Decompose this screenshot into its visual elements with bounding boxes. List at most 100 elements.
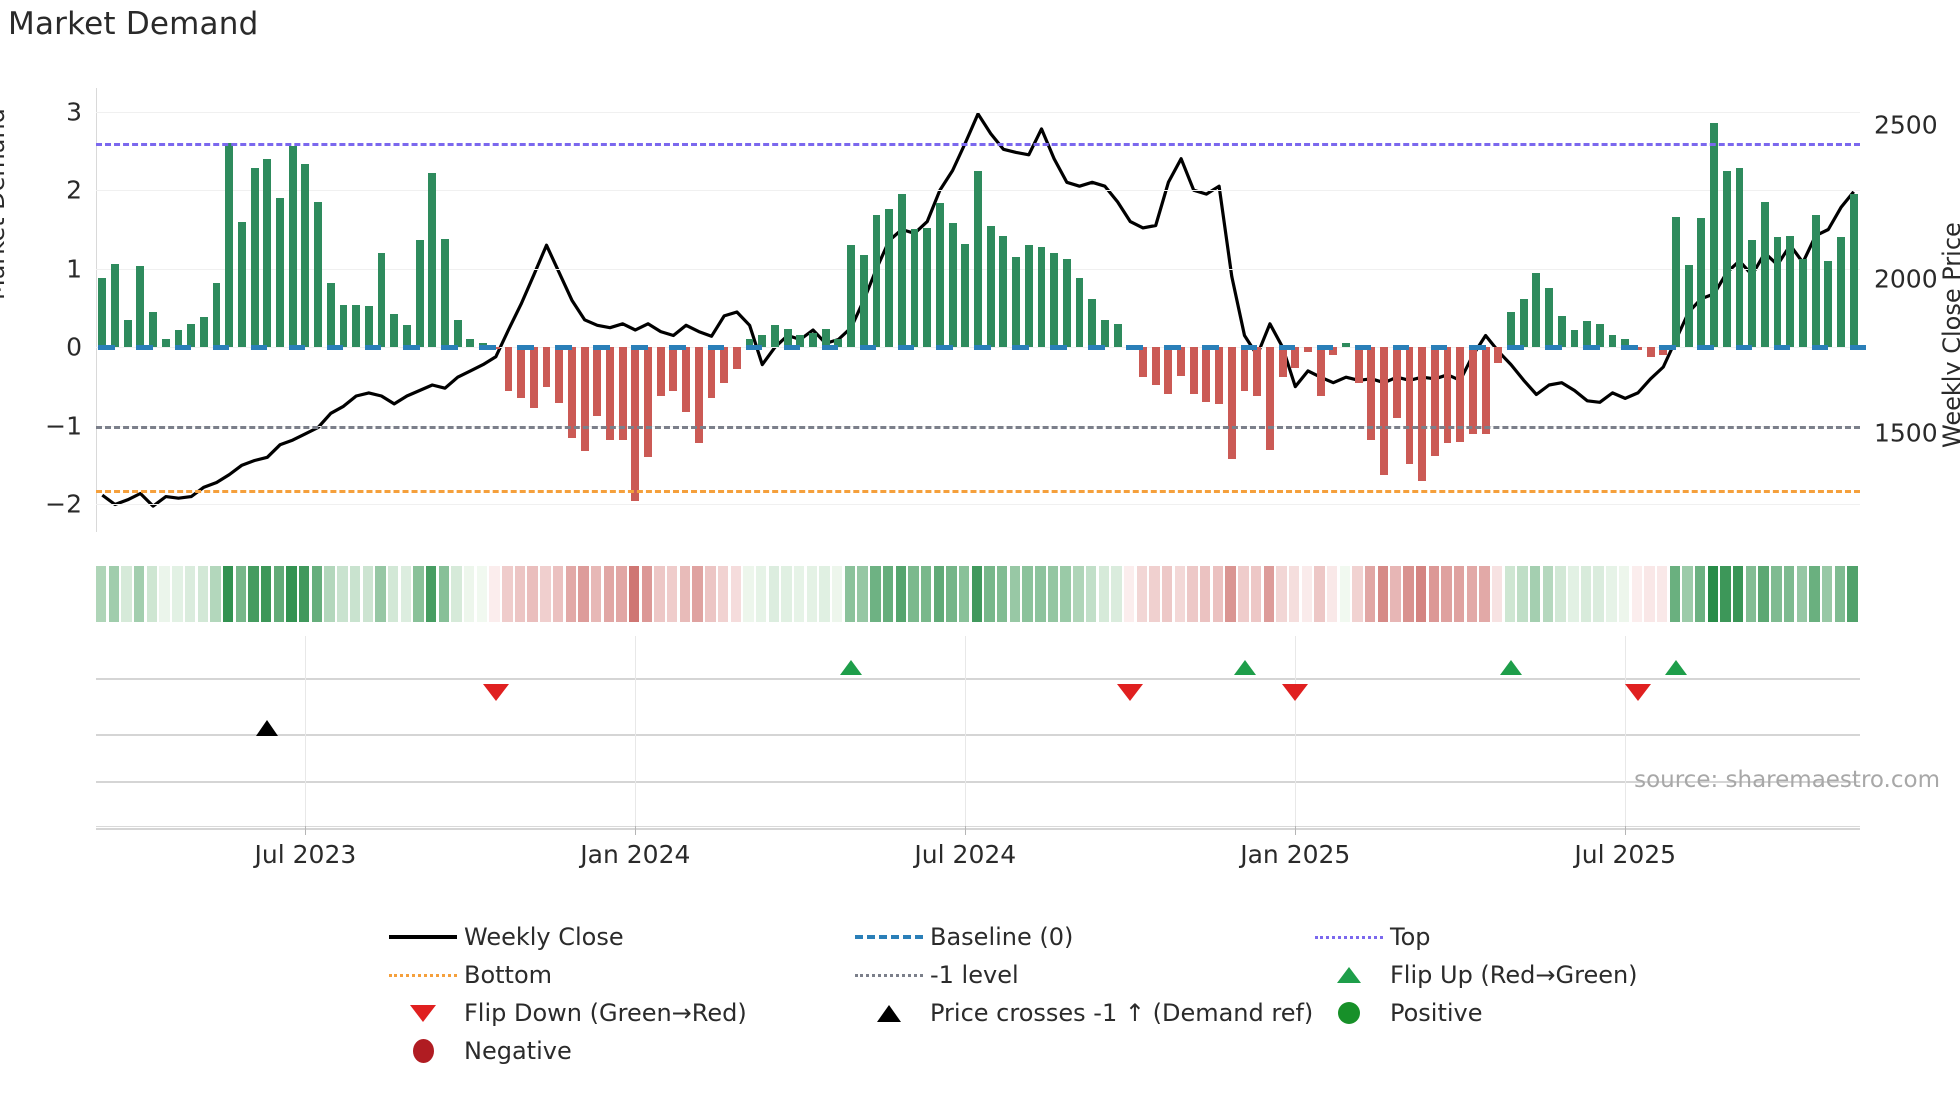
heatmap-cell [1174, 566, 1186, 622]
baseline-segment [669, 345, 686, 351]
legend-item-flip-down[interactable]: Flip Down (Green→Red) [386, 994, 747, 1032]
demand-bar [1773, 237, 1782, 348]
demand-bar [1088, 298, 1097, 348]
heatmap-cell [299, 566, 310, 622]
demand-bar [1100, 319, 1109, 348]
heatmap-cell [1644, 566, 1655, 622]
demand-bar [1304, 347, 1312, 353]
heatmap-cell [997, 566, 1008, 622]
heatmap-cell [1441, 566, 1452, 622]
legend-item-positive[interactable]: Positive [1312, 994, 1483, 1032]
flip-up-marker[interactable] [1233, 660, 1256, 675]
demand-bar [339, 304, 348, 348]
demand-bar [656, 347, 665, 397]
circle-icon [386, 1039, 460, 1063]
gridline [96, 504, 1860, 506]
baseline-segment [631, 345, 648, 351]
baseline-segment [1621, 345, 1638, 351]
flip-down-marker[interactable] [1624, 684, 1651, 701]
legend-item-minus-one-level[interactable]: -1 level [852, 956, 1019, 994]
demand-bar [1329, 347, 1338, 356]
heatmap-cell [324, 566, 335, 622]
price-cross-marker[interactable] [256, 720, 279, 736]
legend-label: -1 level [930, 961, 1019, 989]
heatmap-cell [337, 566, 348, 622]
demand-bar [441, 238, 449, 348]
baseline-segment [212, 345, 230, 351]
heatmap-cell [1225, 566, 1236, 622]
flip-up-marker[interactable] [1664, 660, 1687, 675]
source-credit: source: sharemaestro.com [1634, 767, 1940, 793]
demand-bar [606, 347, 614, 441]
dotted-line-icon [1312, 935, 1386, 939]
legend-item-top[interactable]: Top [1312, 918, 1431, 956]
baseline-segment [479, 345, 496, 351]
legend-item-bottom[interactable]: Bottom [386, 956, 552, 994]
heatmap-cell [1073, 566, 1084, 622]
heatmap-cell [1162, 566, 1173, 622]
chart-legend: Weekly Close Baseline (0) Top Bottom -1 … [386, 918, 1666, 1070]
flip-down-marker[interactable] [1117, 684, 1144, 701]
legend-item-price-cross[interactable]: Price crosses -1 ↑ (Demand ref) [852, 994, 1313, 1032]
demand-bar [1342, 342, 1350, 348]
demand-bar [1113, 323, 1122, 348]
heatmap-cell [451, 566, 462, 622]
flip-up-marker[interactable] [1500, 660, 1522, 675]
marker-vertical-tick [1625, 636, 1627, 826]
baseline-segment [1545, 345, 1562, 351]
legend-item-negative[interactable]: Negative [386, 1032, 572, 1070]
demand-bar [1760, 201, 1769, 348]
heatmap-cell [1047, 566, 1059, 622]
heatmap-cell [565, 566, 576, 622]
demand-bar [1608, 334, 1617, 348]
demand-bar [974, 170, 982, 348]
demand-bar [771, 325, 779, 348]
legend-item-flip-up[interactable]: Flip Up (Red→Green) [1312, 956, 1638, 994]
market-demand-plot [96, 88, 1867, 532]
demand-bar [187, 323, 196, 348]
heatmap-cell [1504, 566, 1516, 622]
heatmap-cell [1035, 566, 1046, 622]
baseline-segment [1202, 345, 1219, 351]
heatmap-cell [1530, 566, 1541, 622]
baseline-segment [1469, 345, 1486, 351]
demand-bar [1507, 311, 1515, 348]
demand-bar [1735, 168, 1744, 348]
baseline-segment [707, 345, 725, 351]
baseline-segment [1240, 345, 1258, 351]
heatmap-cell [1314, 566, 1325, 622]
heatmap-cell [1809, 566, 1820, 622]
flip-down-marker[interactable] [1282, 684, 1309, 701]
legend-item-weekly-close[interactable]: Weekly Close [386, 918, 624, 956]
right-axis-tick: 1500 [1874, 418, 1938, 448]
heatmap-cell [362, 566, 373, 622]
demand-bar [390, 314, 399, 348]
heatmap-cell [1555, 566, 1566, 622]
heatmap-cell [946, 566, 957, 622]
demand-bar [1189, 347, 1198, 395]
heatmap-cell [375, 566, 386, 622]
heatmap-cell [1745, 566, 1757, 622]
demand-bar [910, 229, 919, 348]
heatmap-cell [1542, 566, 1554, 622]
heatmap-cell [679, 566, 691, 622]
heatmap-cell [1022, 566, 1033, 622]
flip-up-marker[interactable] [840, 660, 863, 675]
heatmap-cell [1707, 566, 1719, 622]
heatmap-cell [730, 566, 741, 622]
demand-bar [542, 347, 551, 387]
demand-bar [1430, 347, 1439, 456]
demand-bar [1164, 347, 1173, 395]
marker-panel [96, 636, 1860, 830]
demand-bar [1037, 246, 1046, 348]
baseline-segment [1849, 345, 1867, 351]
heatmap-cell [146, 566, 158, 622]
demand-bar [1659, 347, 1668, 356]
heatmap-cell [1733, 566, 1744, 622]
demand-bar [1202, 347, 1211, 403]
flip-down-marker[interactable] [482, 684, 509, 701]
marker-vertical-tick [635, 636, 637, 826]
legend-item-baseline[interactable]: Baseline (0) [852, 918, 1073, 956]
circle-icon [1312, 1002, 1386, 1024]
baseline-segment [517, 345, 534, 351]
